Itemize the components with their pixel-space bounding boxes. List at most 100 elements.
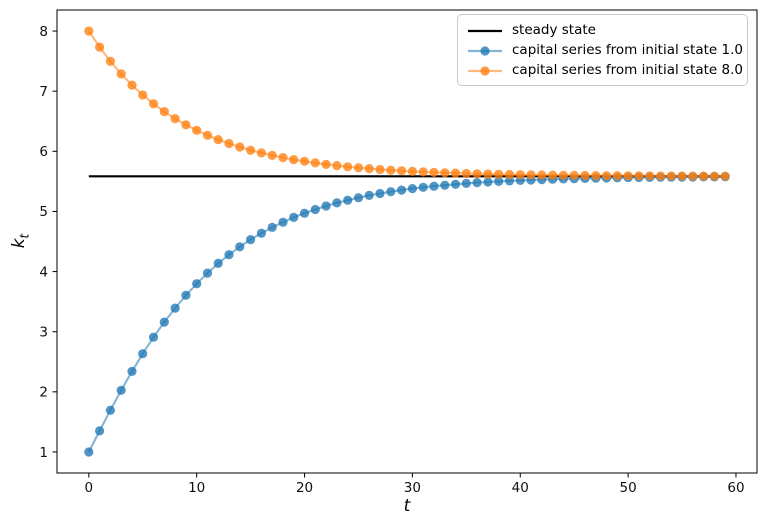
data-point-marker [709, 171, 720, 181]
data-point-marker [526, 170, 536, 180]
data-point-marker [461, 168, 471, 179]
data-point-marker [116, 385, 126, 395]
x-tick-label: 40 [512, 480, 529, 496]
data-point-marker [548, 170, 558, 180]
data-point-marker [353, 193, 364, 203]
data-point-marker [429, 181, 439, 191]
y-tick-label: 3 [39, 324, 48, 340]
data-point-marker [353, 163, 364, 173]
x-tick-label: 10 [188, 480, 205, 496]
data-point-marker [299, 208, 310, 218]
legend-sample-glyph [468, 29, 502, 33]
y-tick-label: 7 [39, 84, 48, 100]
x-tick-label: 60 [727, 480, 744, 496]
data-point-marker [105, 56, 115, 66]
data-point-marker [375, 188, 385, 199]
data-point-marker [267, 222, 277, 232]
data-point-marker [601, 171, 612, 181]
legend-marker-circle-icon [480, 46, 490, 56]
data-point-marker [289, 155, 299, 165]
legend-sample-glyph [468, 46, 502, 56]
series-2 [84, 26, 730, 181]
data-point-marker [483, 169, 493, 179]
data-point-marker [699, 171, 709, 181]
legend-sample-steady-state-line [467, 23, 503, 37]
data-point-marker [95, 426, 105, 436]
data-point-marker [246, 145, 256, 155]
data-point-marker [418, 167, 428, 177]
data-point-marker [84, 26, 94, 36]
data-point-marker [612, 171, 622, 181]
data-point-marker [310, 158, 320, 168]
data-point-marker [224, 138, 234, 149]
y-tick-label: 1 [39, 445, 48, 461]
data-point-marker [246, 235, 256, 245]
x-tick-label: 0 [85, 480, 94, 496]
data-point-marker [343, 195, 353, 205]
data-point-marker [310, 204, 320, 215]
y-tick-label: 6 [39, 144, 48, 160]
data-point-marker [440, 168, 450, 178]
legend-sample-orange-line-marker [467, 63, 503, 77]
data-point-marker [720, 171, 730, 181]
data-point-marker [278, 153, 288, 163]
data-point-marker [386, 187, 396, 197]
data-point-marker [397, 166, 407, 176]
legend-marker-circle-icon [480, 66, 490, 76]
data-point-marker [84, 447, 94, 457]
data-point-marker [645, 171, 655, 181]
legend-label: steady state [512, 22, 596, 38]
data-point-marker [105, 405, 115, 415]
data-point-marker [504, 176, 515, 186]
data-point-marker [472, 169, 482, 179]
data-point-marker [148, 99, 159, 109]
data-point-marker [192, 279, 202, 289]
legend-item-capital-series-8: capital series from initial state 8.0 [458, 60, 747, 80]
data-point-marker [148, 332, 159, 342]
data-point-marker [159, 107, 169, 117]
data-point-marker [364, 164, 374, 174]
y-tick-label: 5 [39, 204, 48, 220]
data-point-marker [461, 178, 471, 188]
data-point-marker [494, 176, 504, 186]
data-point-marker [429, 167, 439, 177]
x-axis-label: t [403, 496, 411, 516]
data-point-marker [666, 171, 676, 181]
data-point-marker [440, 180, 450, 190]
data-point-marker [116, 69, 126, 79]
legend-item-capital-series-1: capital series from initial state 1.0 [458, 40, 747, 60]
data-point-marker [213, 258, 223, 268]
data-point-marker [537, 170, 547, 180]
data-point-marker [138, 90, 148, 100]
series-line [87, 175, 726, 453]
data-point-marker [192, 125, 202, 135]
legend-sample-glyph [468, 66, 502, 76]
data-point-marker [213, 135, 223, 145]
legend-item-steady-state: steady state [458, 20, 747, 40]
axes-spines [56, 9, 758, 474]
data-point-marker [472, 178, 482, 188]
series-1 [84, 172, 730, 457]
data-point-marker [677, 171, 687, 181]
x-tick-label: 50 [620, 480, 637, 496]
data-point-marker [256, 148, 266, 158]
data-point-marker [591, 171, 601, 181]
data-point-marker [224, 250, 234, 260]
data-point-marker [235, 142, 245, 152]
legend-label: capital series from initial state 8.0 [512, 62, 743, 78]
legend-label: capital series from initial state 1.0 [512, 42, 743, 58]
data-point-marker [655, 171, 666, 181]
data-point-marker [181, 120, 191, 130]
data-point-marker [159, 317, 169, 327]
data-point-marker [450, 179, 461, 189]
data-point-marker [321, 201, 331, 211]
data-point-marker [504, 169, 515, 180]
data-point-marker [494, 169, 504, 179]
data-point-marker [407, 166, 417, 176]
data-point-marker [289, 212, 299, 222]
data-point-marker [375, 164, 385, 175]
data-point-marker [386, 165, 396, 175]
data-point-marker [580, 170, 590, 181]
